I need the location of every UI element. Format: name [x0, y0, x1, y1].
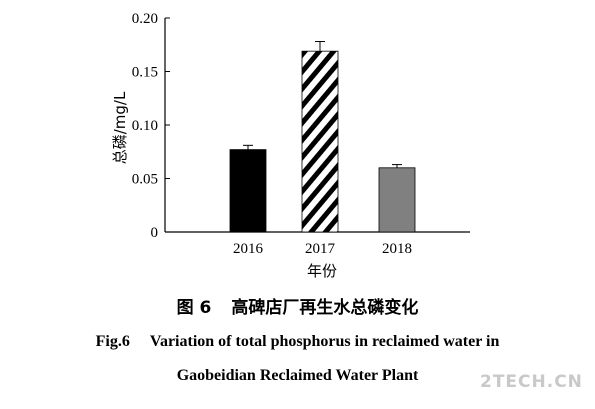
x-tick-label: 2017 [305, 241, 336, 257]
y-tick-label: 0 [151, 225, 159, 241]
caption-chinese: 图 6 高碑店厂再生水总磷变化 [0, 293, 595, 318]
caption-english-line2: Gaobeidian Reclaimed Water Plant [176, 367, 419, 384]
x-tick-label: 2016 [233, 241, 264, 257]
caption-en-label: Fig.6 [95, 333, 130, 350]
y-tick-label: 0.20 [132, 11, 158, 27]
caption-english-line1: Fig.6 Variation of total phosphorus in re… [0, 333, 595, 351]
caption-cn-text: 高碑店厂再生水总磷变化 [231, 298, 419, 318]
x-tick-label: 2018 [382, 241, 412, 257]
x-axis-label: 年份 [307, 262, 337, 280]
bar-2017 [301, 50, 339, 233]
bar-2016 [229, 149, 267, 233]
caption-cn-label: 图 6 [176, 298, 212, 318]
bar-2018 [378, 167, 416, 233]
bar-chart: 0 0.05 0.10 0.15 0.20 2016 2017 2018 总磷/mg/L 年… [111, 11, 470, 280]
caption-en-text-1: Variation of total phosphorus in reclaim… [149, 333, 500, 350]
y-tick-label: 0.15 [132, 65, 158, 81]
watermark: 2TECH.CN [480, 372, 583, 392]
y-tick-label: 0.10 [132, 118, 158, 134]
y-tick-label: 0.05 [132, 172, 158, 188]
y-axis-label: 总磷/mg/L [111, 91, 129, 164]
